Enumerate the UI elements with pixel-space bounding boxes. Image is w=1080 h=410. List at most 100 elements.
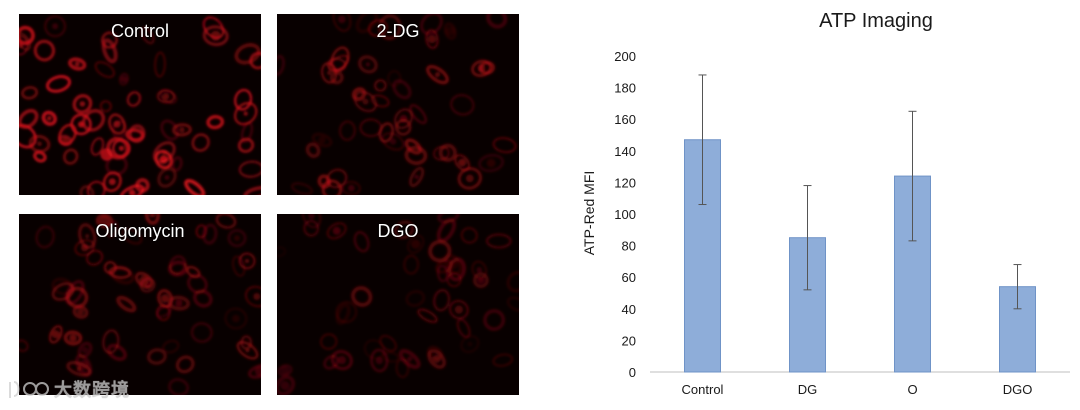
cell-ring (233, 101, 258, 126)
cell-ring (102, 329, 120, 354)
cell-ring (134, 271, 154, 289)
cell-ring (446, 272, 462, 288)
cell-ring (19, 25, 35, 46)
cell-ring (341, 181, 361, 195)
cell-ring (106, 343, 127, 361)
cell-spot (338, 15, 346, 24)
cell-ring (66, 360, 92, 377)
y-tick-label: 120 (614, 175, 636, 190)
cell-ring (506, 270, 519, 293)
cell-ring (409, 166, 425, 188)
cell-ring (335, 301, 358, 324)
cell-ring (156, 89, 176, 104)
cell-spot (19, 42, 24, 49)
cell-spot (69, 334, 77, 342)
cell-ring (19, 108, 39, 129)
y-tick-label: 160 (614, 112, 636, 127)
cell-spot (414, 174, 419, 179)
cell-ring (443, 22, 457, 40)
cell-spot (486, 158, 496, 168)
cell-spot (467, 341, 473, 347)
cell-spot (454, 305, 464, 314)
cell-ring (41, 110, 57, 126)
cell-ring (86, 249, 104, 266)
cell-ring (277, 375, 296, 395)
microscopy-panel-oligomycin: Oligomycin (19, 214, 261, 395)
cell-ring (335, 303, 351, 325)
cell-ring (167, 260, 189, 277)
cell-ring (167, 378, 190, 395)
cell-spot (253, 293, 261, 300)
panel-label: Control (110, 21, 170, 41)
cell-ring (247, 363, 261, 379)
cell-ring (460, 227, 478, 244)
cell-ring (81, 109, 106, 132)
cell-ring (51, 277, 74, 296)
cell-spot (280, 365, 290, 375)
cell-ring (99, 100, 112, 113)
atp-bar-chart: ATP Imaging ATP-Red MFI 0 20 40 60 80 100 120 1… (581, 10, 1070, 397)
cell-spot (347, 184, 355, 192)
cell-ring (236, 340, 259, 360)
x-tick-label: DG (798, 382, 818, 397)
cell-spot (85, 234, 90, 239)
cell-spot (77, 308, 84, 316)
cell-ring (45, 75, 72, 93)
cell-spot (435, 72, 440, 78)
cell-spot (465, 174, 474, 183)
cell-spot (362, 98, 369, 105)
y-axis-label: ATP-Red MFI (581, 171, 597, 256)
cell-ring (433, 289, 451, 312)
cell-ring (243, 185, 261, 195)
cell-spot (243, 111, 248, 116)
cell-spot (254, 366, 261, 377)
cell-ring (506, 296, 519, 312)
cell-spot (128, 189, 136, 195)
y-tick-label: 200 (614, 49, 636, 64)
cell-ring (184, 178, 206, 195)
cell-spot (389, 138, 397, 145)
cell-ring (35, 225, 55, 249)
y-tick-label: 140 (614, 144, 636, 159)
cell-ring (291, 182, 313, 195)
cell-spot (161, 294, 170, 303)
cell-ring (33, 39, 56, 62)
cell-ring (425, 29, 439, 49)
cell-spot (337, 355, 347, 365)
cell-ring (105, 154, 128, 176)
cell-ring (187, 273, 208, 294)
cell-ring (202, 25, 229, 47)
cell-ring (370, 94, 390, 108)
cell-spot (476, 267, 483, 273)
cell-ring (303, 219, 320, 237)
microscopy-panel-control: Control (19, 14, 261, 195)
x-tick-label: O (907, 382, 917, 397)
cell-ring (95, 214, 114, 229)
microscopy-panel-2dg: 2-DG (277, 14, 519, 195)
cell-ring (404, 145, 428, 166)
cell-ring (417, 308, 438, 324)
cell-ring (215, 214, 237, 229)
cell-ring (238, 160, 261, 178)
watermark-logo-icon (9, 381, 49, 398)
cell-ring (94, 61, 115, 78)
cell-ring (478, 153, 505, 173)
panel-label: DGO (377, 221, 419, 241)
cell-ring (428, 239, 452, 263)
cell-spot (477, 276, 485, 284)
cell-spot (118, 145, 124, 151)
cell-ring (353, 231, 370, 253)
y-tick-label: 80 (622, 239, 636, 254)
cell-ring (238, 252, 256, 270)
cell-spot (164, 175, 170, 180)
cell-ring (426, 64, 449, 85)
cell-ring (135, 178, 150, 193)
cell-spot (445, 26, 455, 36)
cell-ring (156, 304, 171, 321)
cell-ring (486, 14, 508, 29)
cell-ring (21, 86, 39, 100)
cell-ring (140, 26, 155, 45)
y-tick-label: 100 (614, 207, 636, 222)
cell-spot (327, 70, 332, 75)
y-tick-label: 40 (622, 302, 636, 317)
